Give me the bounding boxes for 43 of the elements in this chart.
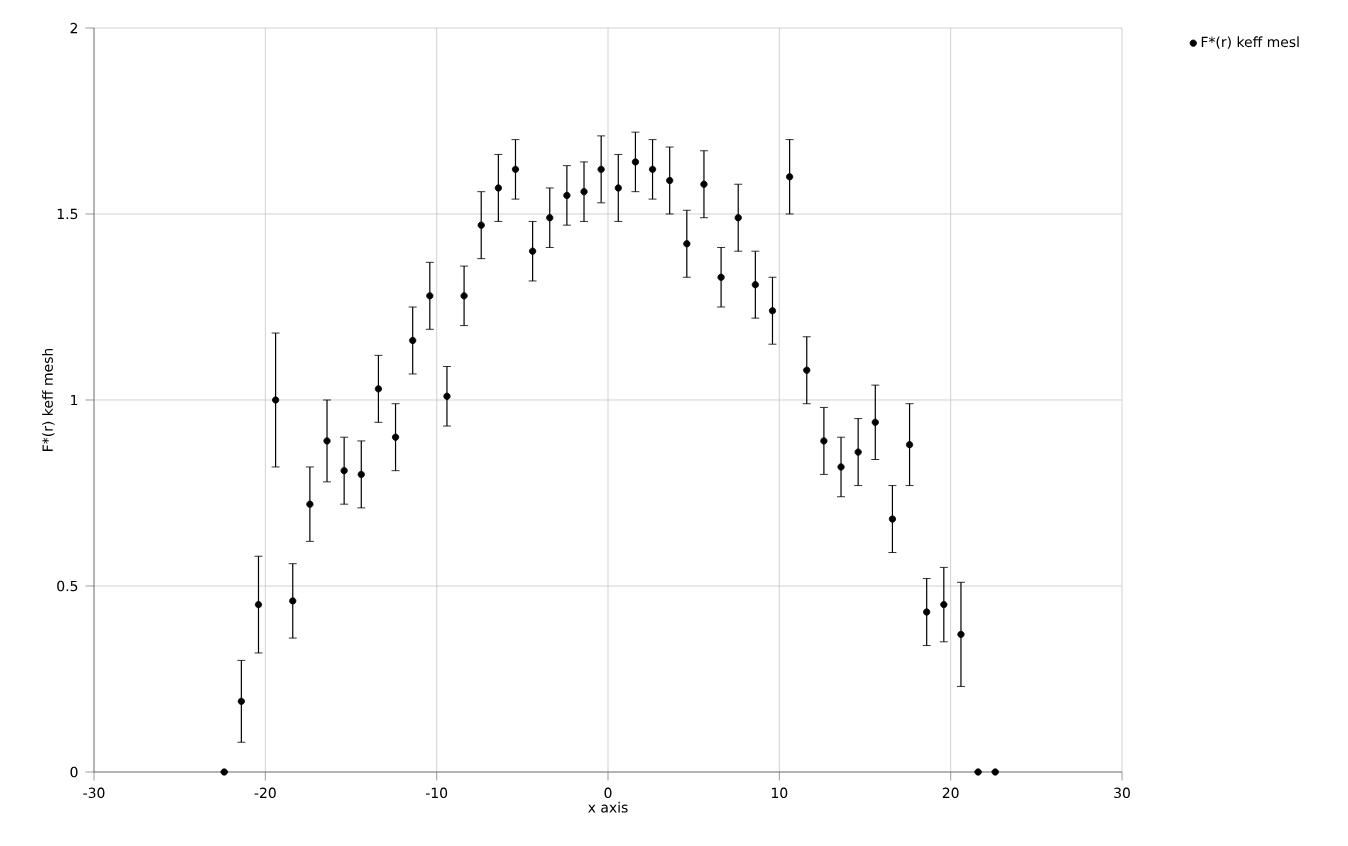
point bbox=[940, 601, 948, 609]
point bbox=[923, 608, 931, 616]
point bbox=[306, 500, 314, 508]
point bbox=[700, 180, 708, 188]
point bbox=[272, 396, 280, 404]
point bbox=[786, 173, 794, 181]
point bbox=[529, 247, 537, 255]
point bbox=[768, 307, 777, 315]
point bbox=[443, 392, 451, 400]
point bbox=[546, 214, 554, 222]
point bbox=[631, 158, 640, 166]
point bbox=[494, 184, 502, 192]
point bbox=[614, 184, 622, 192]
point bbox=[563, 191, 571, 199]
point bbox=[340, 467, 348, 475]
point bbox=[837, 463, 845, 471]
point bbox=[391, 433, 400, 441]
point bbox=[888, 515, 897, 523]
point bbox=[477, 221, 485, 229]
point bbox=[374, 385, 382, 393]
point bbox=[254, 601, 263, 609]
point bbox=[648, 165, 657, 173]
point bbox=[511, 165, 520, 173]
point bbox=[357, 470, 365, 478]
point bbox=[957, 630, 965, 638]
point bbox=[323, 437, 331, 445]
point bbox=[580, 188, 588, 196]
point bbox=[820, 437, 828, 445]
point bbox=[460, 292, 468, 300]
point bbox=[426, 292, 434, 300]
point bbox=[751, 281, 759, 289]
point bbox=[905, 441, 914, 449]
point bbox=[734, 214, 742, 222]
point bbox=[717, 273, 725, 281]
point bbox=[409, 336, 417, 345]
point bbox=[854, 448, 862, 456]
point bbox=[237, 697, 245, 705]
point bbox=[803, 366, 811, 374]
point bbox=[289, 597, 297, 605]
point bbox=[666, 176, 674, 185]
point bbox=[871, 418, 879, 426]
point bbox=[597, 165, 605, 173]
point bbox=[683, 240, 691, 248]
